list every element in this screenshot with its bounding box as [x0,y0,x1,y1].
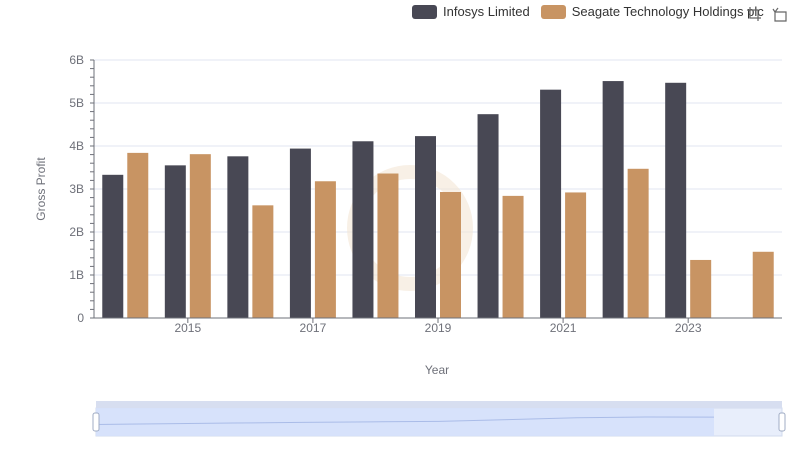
zoom-handle-right[interactable] [778,412,786,432]
y-tick-label: 0 [77,311,84,325]
legend-item-seagate[interactable]: Seagate Technology Holdings plc [540,4,764,19]
bar[interactable] [252,205,274,318]
legend-label-seagate: Seagate Technology Holdings plc [571,4,764,19]
bar[interactable] [565,192,587,318]
bar[interactable] [289,148,311,318]
legend: Infosys Limited Seagate Technology Holdi… [412,4,775,19]
axes: 0 1B 2B 3B 4B 5B 6B 2015 2017 2019 2021 2023 [69,53,782,335]
y-tick-label: 6B [69,53,84,67]
x-tick-label: 2019 [425,321,452,335]
legend-swatch-infosys [412,4,437,19]
y-tick-label: 4B [69,139,84,153]
toolbox [746,6,788,22]
y-tick-label: 1B [69,268,84,282]
bar[interactable] [314,181,336,318]
bar[interactable] [352,141,374,318]
bar[interactable] [477,114,499,319]
bar[interactable] [415,136,436,318]
bar[interactable] [440,192,461,318]
y-tick-label: 3B [69,182,84,196]
bar[interactable] [665,82,687,318]
x-tick-label: 2021 [550,321,577,335]
legend-swatch-seagate [540,4,566,19]
bar[interactable] [690,259,712,318]
bar[interactable] [752,251,774,318]
bars [102,81,774,319]
bar[interactable] [127,152,149,318]
bar[interactable] [189,154,211,318]
x-tick-label: 2017 [300,321,327,335]
x-tick-label: 2023 [675,321,702,335]
zoom-move-handle[interactable] [96,401,782,408]
legend-item-infosys[interactable]: Infosys Limited [412,4,530,19]
bar[interactable] [164,165,186,318]
data-zoom-slider[interactable] [92,401,786,437]
zoom-preview-line [95,416,715,426]
x-axis-title: Year [424,363,450,377]
bar[interactable] [540,89,562,318]
bar[interactable] [102,174,124,318]
y-tick-label: 5B [69,96,84,110]
zoom-handle-left[interactable] [92,412,100,432]
y-tick-label: 2B [69,225,84,239]
bar[interactable] [502,195,524,318]
x-tick-label: 2015 [174,321,201,335]
legend-label-infosys: Infosys Limited [443,4,530,19]
bar[interactable] [627,168,649,318]
bar[interactable] [602,81,624,318]
bar[interactable] [377,173,399,318]
bar[interactable] [227,156,249,318]
restore-icon[interactable] [772,6,788,22]
zoom-icon[interactable] [746,6,762,22]
